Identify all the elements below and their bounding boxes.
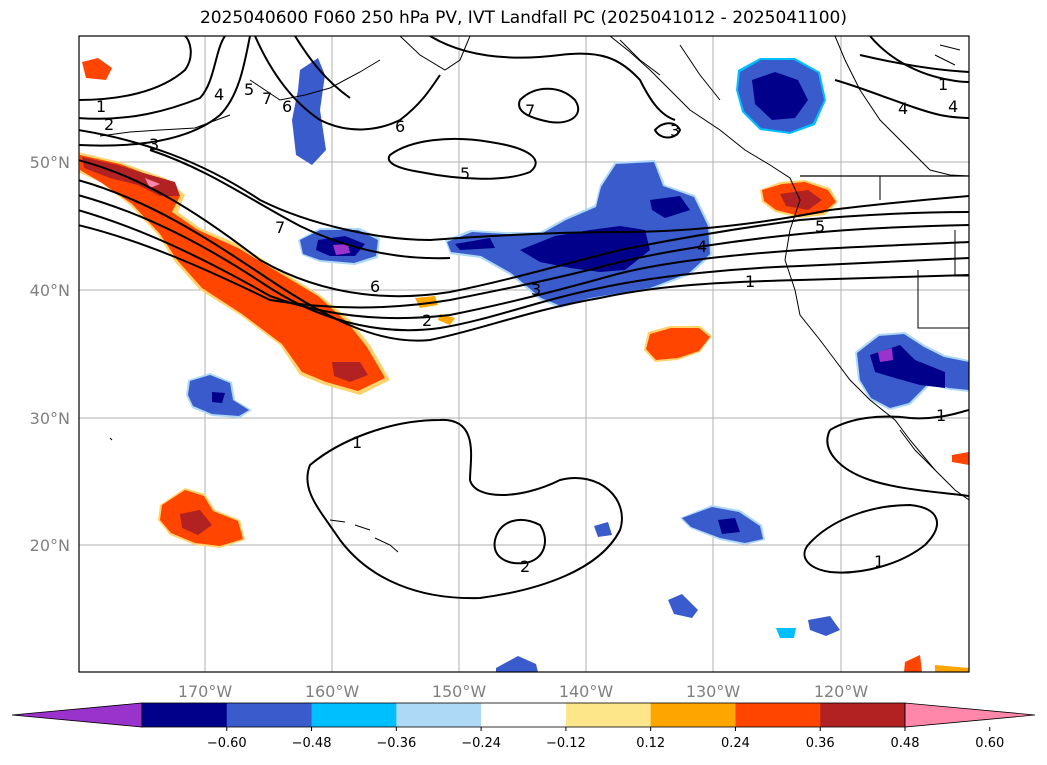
lon-label-160w: 160°W [305,682,360,701]
colorbar-tick-label: 0.60 [975,736,1004,751]
lon-label-150w: 150°W [432,682,487,701]
contour-label: 1 [745,272,755,291]
colorbar-tick-label: 0.48 [891,736,920,751]
colorbar-segment [820,703,906,727]
contour-label: 3 [149,135,159,154]
map-title: 2025040600 F060 250 hPa PV, IVT Landfall… [199,8,847,28]
contour-label: 1 [352,433,362,452]
colorbar-segment [650,703,736,727]
contour-label: 4 [214,85,224,104]
lon-label-140w: 140°W [559,682,614,701]
map-panel [79,36,969,672]
lat-label-40n: 40°N [30,281,70,300]
contour-label: 6 [282,97,292,116]
contour-label: 7 [525,101,535,120]
contour-label: 1 [96,97,106,116]
colorbar-segment [396,703,482,727]
contour-label: 1 [874,552,884,571]
colorbar-extend-high [904,702,1036,728]
colorbar-tick-label: −0.60 [207,736,247,751]
contour-label: 1 [938,75,948,94]
contour-label: 5 [244,80,254,99]
colorbar-tick-label: −0.12 [546,736,586,751]
ivt-contours [79,36,969,600]
lat-label-20n: 20°N [30,536,70,555]
contour-label: 2 [104,115,114,134]
colorbar-segment [226,703,313,727]
pv-positive-fill [79,58,969,672]
contour-label: 5 [815,217,825,236]
lon-label-170w: 170°W [178,682,233,701]
colorbar-tick-label: 0.12 [636,736,665,751]
contour-label: 7 [262,89,272,108]
colorbar-segment [142,703,228,727]
colorbar-segment [481,703,567,727]
colorbar-segment [735,703,821,727]
contour-label: 6 [395,117,405,136]
contour-label: 3 [670,121,680,140]
colorbar-tick-label: −0.36 [376,736,416,751]
contour-labels: 1 2 3 4 5 6 7 6 7 5 3 7 6 3 2 4 5 1 4 1 … [96,75,958,576]
contour-label: 1 [936,406,946,425]
lon-label-120w: 120°W [814,682,869,701]
lat-label-50n: 50°N [30,153,70,172]
coastlines [99,36,969,553]
colorbar-frame [141,702,906,728]
lat-label-30n: 30°N [30,409,70,428]
contour-label: 3 [531,280,541,299]
map-border [78,35,970,673]
colorbar-segment [565,703,652,727]
colorbar-tick-label: −0.24 [461,736,501,751]
contour-label: 4 [697,237,707,256]
colorbar-tick-label: −0.48 [292,736,332,751]
colorbar: −0.60 −0.48 −0.36 −0.24 −0.12 0.12 0.24 0.36 0.4… [11,702,1036,751]
colorbar-tick-label: 0.24 [721,736,750,751]
contour-label: 2 [520,557,530,576]
contour-label: 6 [370,277,380,296]
contour-label: 5 [460,164,470,183]
colorbar-extend-low [11,702,143,728]
colorbar-segment [311,703,397,727]
contour-label: 2 [422,311,432,330]
lon-label-130w: 130°W [686,682,741,701]
pv-negative-fill [186,58,969,672]
contour-label: 4 [898,99,908,118]
contour-label: 4 [948,97,958,116]
colorbar-tick-label: 0.36 [806,736,835,751]
contour-label: 7 [275,218,285,237]
